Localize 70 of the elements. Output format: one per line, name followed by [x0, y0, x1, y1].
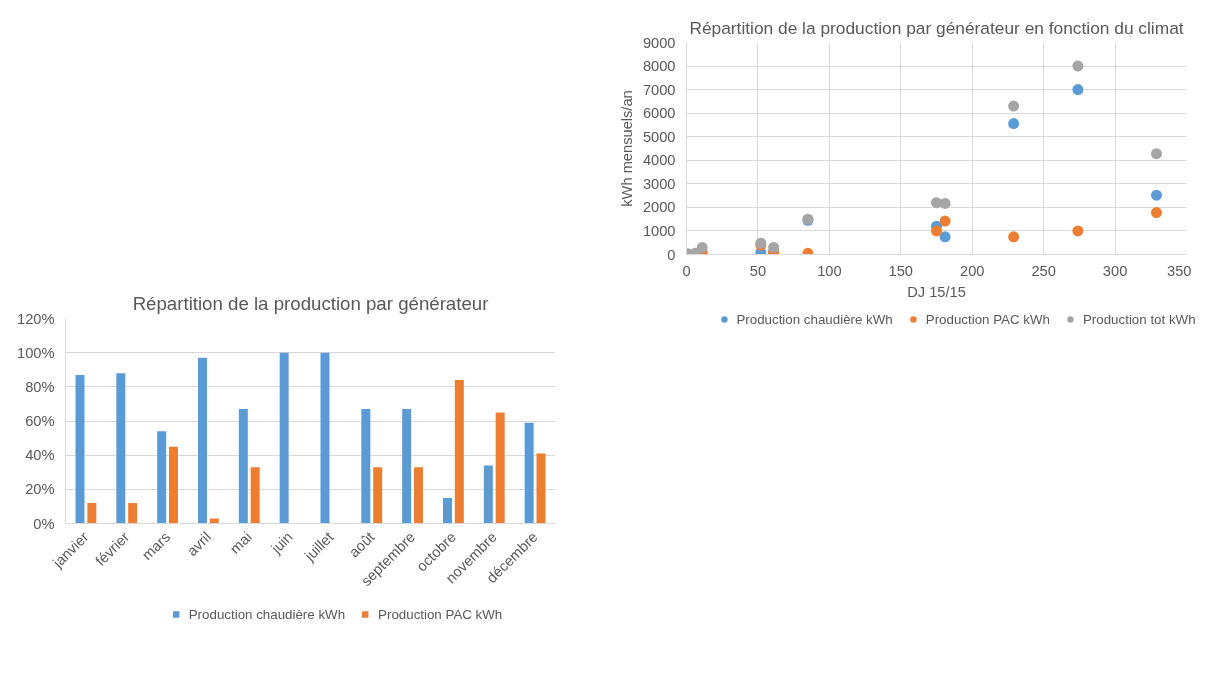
point [939, 231, 951, 243]
bar [279, 352, 289, 524]
y-tick-label: 0 [667, 246, 676, 263]
x-tick-label: 200 [959, 262, 985, 279]
bar [402, 409, 412, 524]
y-tick-label: 80% [25, 378, 55, 395]
bar [373, 467, 383, 524]
chart-title: Répartition de la production par générateur [132, 292, 489, 314]
y-tick-label: 6000 [642, 105, 676, 122]
bar [157, 431, 167, 524]
y-tick-label: 100% [17, 344, 55, 361]
x-tick-label: mai [226, 528, 255, 557]
bar [414, 467, 423, 524]
bar [524, 422, 534, 524]
x-tick-label: 350 [1167, 262, 1192, 279]
bar [361, 409, 371, 524]
x-tick-label: juin [267, 528, 296, 557]
y-tick-label: 3000 [642, 175, 676, 192]
point [1008, 118, 1020, 130]
y-axis-title: kWh mensuels/an [618, 90, 635, 207]
point [1072, 84, 1084, 96]
point [1151, 189, 1162, 201]
bar [495, 412, 505, 524]
point [1072, 225, 1084, 237]
bar [483, 465, 493, 524]
x-tick-label: 50 [749, 262, 767, 279]
x-axis-title: DJ 15/15 [907, 283, 966, 300]
y-tick-label: 7000 [642, 81, 676, 98]
bar [209, 518, 219, 524]
point [939, 197, 951, 209]
y-tick-label: 8000 [642, 58, 676, 75]
legend-label: Production chaudière kWh [188, 606, 346, 622]
y-tick-label: 60% [25, 413, 55, 429]
bar [198, 357, 207, 524]
y-tick-label: 1000 [642, 222, 676, 239]
bar [116, 373, 126, 524]
point [939, 215, 951, 227]
y-tick-label: 0% [33, 515, 55, 532]
y-tick-label: 2000 [642, 199, 676, 216]
y-tick-label: 9000 [642, 34, 676, 51]
y-tick-label: 4000 [642, 152, 676, 169]
point [696, 241, 708, 253]
x-tick-label: 250 [1031, 262, 1056, 279]
point [1151, 148, 1162, 160]
bar [87, 503, 97, 524]
legend-label: Production PAC kWh [378, 606, 503, 622]
y-tick-label: 5000 [642, 128, 676, 145]
x-tick-label: 150 [888, 262, 914, 279]
bar [238, 409, 248, 524]
bar [443, 497, 452, 524]
point [1008, 100, 1020, 112]
bar [250, 467, 260, 524]
y-tick-label: 120% [17, 310, 55, 327]
bar [128, 503, 138, 524]
point [1072, 60, 1084, 72]
bar [454, 380, 464, 524]
x-tick-label: 100 [817, 262, 842, 279]
y-tick-label: 40% [25, 447, 55, 464]
legend-label: Production chaudière kWh [736, 311, 893, 327]
point [1008, 231, 1020, 243]
point [931, 225, 942, 237]
legend-label: Production tot kWh [1082, 311, 1196, 327]
point [1151, 207, 1162, 219]
legend-label: Production PAC kWh [925, 311, 1050, 327]
x-tick-label: 300 [1102, 262, 1128, 279]
chart-title: Répartition de la production par générateur en fonction du climat [689, 17, 1184, 38]
y-tick-label: 20% [25, 481, 55, 498]
bar [169, 446, 178, 524]
x-tick-label: 0 [682, 262, 691, 279]
point [768, 241, 780, 253]
